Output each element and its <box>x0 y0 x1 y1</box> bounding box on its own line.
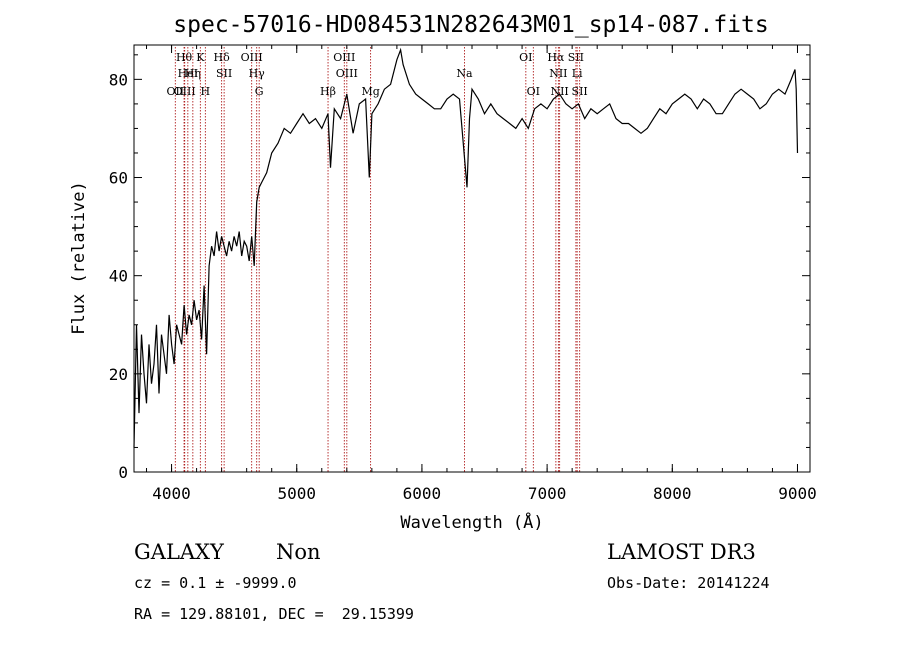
line-label-13: OIII <box>333 51 355 64</box>
line-label-21: NII <box>550 85 568 98</box>
x-axis-label: Wavelength (Å) <box>400 511 543 533</box>
line-label-8: SII <box>216 67 232 80</box>
x-tick-label-1: 5000 <box>277 484 316 503</box>
line-label-7: Hδ <box>214 51 231 64</box>
x-axis-ticks: 4000 5000 6000 7000 8000 9000 <box>146 45 817 503</box>
y-tick-label-2: 40 <box>109 267 128 286</box>
spectrum-line-0 <box>133 47 799 448</box>
plot-frame <box>133 44 811 473</box>
line-label-14: OIII <box>336 67 358 80</box>
object-class: GALAXY <box>134 540 224 564</box>
line-label-22: SII <box>568 51 584 64</box>
x-tick-label-0: 4000 <box>152 484 191 503</box>
series-group <box>133 47 799 448</box>
line-label-24: SII <box>572 85 588 98</box>
line-label-20: NII <box>549 67 567 80</box>
coordinates-text: RA = 129.88101, DEC = 29.15399 <box>134 605 414 623</box>
line-label-23: Li <box>572 67 583 80</box>
line-label-2: OIII <box>174 85 196 98</box>
y-tick-label-4: 80 <box>109 70 128 89</box>
line-label-15: Mg <box>361 85 379 98</box>
obs-date: Obs-Date: 20141224 <box>607 574 770 592</box>
x-tick-label-5: 9000 <box>778 484 817 503</box>
y-tick-label-3: 60 <box>109 169 128 188</box>
x-tick-label-3: 7000 <box>528 484 567 503</box>
line-label-5: K <box>196 51 205 64</box>
line-label-4: Hη <box>185 67 201 80</box>
y-axis-ticks: 0 20 40 60 80 <box>109 54 810 482</box>
line-label-12: Hβ <box>320 85 336 98</box>
x-tick-label-2: 6000 <box>403 484 442 503</box>
redshift-text: cz = 0.1 ± -9999.0 <box>134 574 297 592</box>
line-label-19: Hα <box>547 51 565 64</box>
line-label-17: OI <box>519 51 532 64</box>
line-label-9: OIII <box>241 51 263 64</box>
line-label-3: HeI <box>178 67 198 80</box>
line-label-11: G <box>255 85 264 98</box>
y-tick-label-0: 0 <box>118 463 128 482</box>
chart-title: spec-57016-HD084531N282643M01_sp14-087.f… <box>173 12 768 38</box>
y-tick-label-1: 20 <box>109 365 128 384</box>
x-tick-label-4: 8000 <box>653 484 692 503</box>
line-label-0: OII <box>166 85 184 98</box>
object-subclass: Non <box>276 540 321 564</box>
line-label-10: Hγ <box>249 67 266 80</box>
line-label-6: H <box>201 85 211 98</box>
line-label-16: Na <box>456 67 473 80</box>
line-label-18: OI <box>527 85 540 98</box>
survey-name: LAMOST DR3 <box>607 540 756 564</box>
y-axis-label: Flux (relative) <box>69 181 89 335</box>
